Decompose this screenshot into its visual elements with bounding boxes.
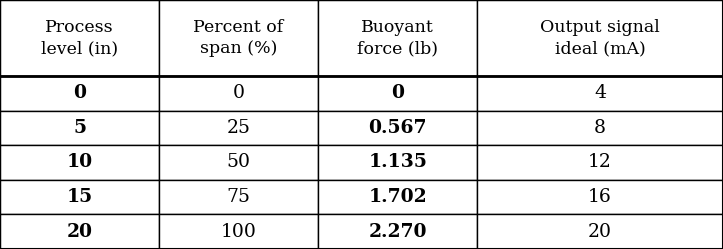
Text: 15: 15: [67, 188, 93, 206]
Text: 100: 100: [221, 223, 257, 241]
Bar: [159, 111, 318, 145]
Text: 25: 25: [226, 119, 251, 137]
Text: 4: 4: [594, 84, 606, 102]
Bar: [159, 180, 318, 214]
Bar: [477, 214, 723, 249]
Bar: [318, 214, 477, 249]
Text: 5: 5: [73, 119, 86, 137]
Bar: [159, 214, 318, 249]
Bar: [318, 111, 477, 145]
Text: 0: 0: [233, 84, 244, 102]
Text: 1.135: 1.135: [368, 153, 427, 172]
Bar: [318, 180, 477, 214]
Text: 16: 16: [589, 188, 612, 206]
Text: 20: 20: [67, 223, 93, 241]
Bar: [477, 180, 723, 214]
Bar: [477, 0, 723, 76]
Bar: [318, 145, 477, 180]
Bar: [159, 145, 318, 180]
Text: Process
level (in): Process level (in): [41, 19, 118, 57]
Bar: [0, 76, 159, 111]
Bar: [0, 180, 159, 214]
Text: 2.270: 2.270: [369, 223, 427, 241]
Text: 0: 0: [73, 84, 86, 102]
Bar: [0, 111, 159, 145]
Text: Percent of
span (%): Percent of span (%): [194, 19, 283, 57]
Bar: [159, 0, 318, 76]
Text: 50: 50: [226, 153, 251, 172]
Bar: [477, 76, 723, 111]
Text: Buoyant
force (lb): Buoyant force (lb): [357, 19, 438, 57]
Bar: [318, 76, 477, 111]
Bar: [0, 145, 159, 180]
Text: 0.567: 0.567: [369, 119, 427, 137]
Bar: [318, 0, 477, 76]
Text: 10: 10: [67, 153, 93, 172]
Bar: [0, 0, 159, 76]
Text: 75: 75: [226, 188, 251, 206]
Text: Output signal
ideal (mA): Output signal ideal (mA): [540, 19, 660, 57]
Text: 12: 12: [588, 153, 612, 172]
Bar: [159, 76, 318, 111]
Text: 0: 0: [391, 84, 404, 102]
Bar: [477, 111, 723, 145]
Text: 8: 8: [594, 119, 606, 137]
Text: 20: 20: [588, 223, 612, 241]
Bar: [477, 145, 723, 180]
Bar: [0, 214, 159, 249]
Text: 1.702: 1.702: [368, 188, 427, 206]
